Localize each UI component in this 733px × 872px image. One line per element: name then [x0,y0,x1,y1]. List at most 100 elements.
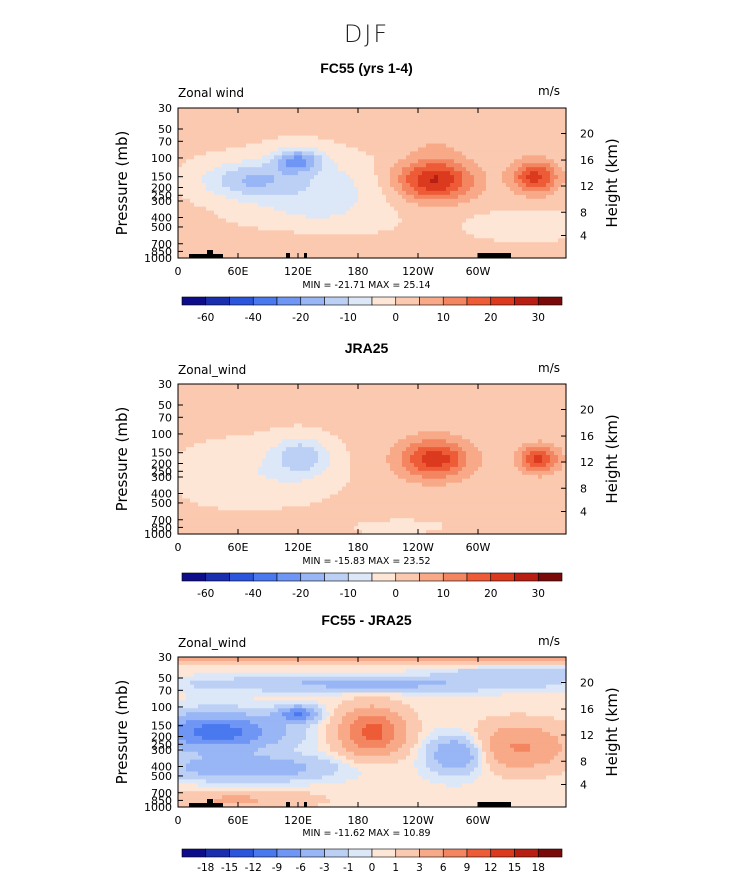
field-cell [258,115,263,121]
field-cell [358,214,363,220]
field-cell [394,194,399,200]
field-cell [302,159,307,164]
field-cell [190,163,195,168]
field-cell [370,210,375,216]
field-cell [262,163,267,168]
field-cell [242,218,247,224]
field-cell [498,222,503,228]
field-cell [286,198,291,204]
field-cell [470,155,475,160]
field-cell [486,198,491,204]
field-cell [206,143,211,149]
field-cell [470,108,475,113]
field-cell [358,108,363,113]
field-cell [290,194,295,200]
field-cell [182,115,187,121]
field-cell [354,206,359,212]
field-cell [210,159,215,164]
field-cell [546,127,551,133]
field-cell [254,175,259,180]
field-cell [554,147,559,153]
field-cell [382,175,387,180]
field-cell [554,108,559,113]
field-cell [470,163,475,168]
field-cell [382,163,387,168]
field-cell [398,151,403,156]
field-cell [562,218,567,224]
field-cell [430,151,435,156]
field-cell [186,143,191,149]
field-cell [334,147,339,153]
field-cell [506,198,511,204]
field-cell [350,131,355,137]
field-cell [306,171,311,176]
field-cell [398,183,403,188]
field-cell [394,179,399,184]
field-cell [318,230,323,235]
field-cell [214,214,219,220]
field-cell [466,190,471,196]
field-cell [382,155,387,160]
field-cell [458,115,463,121]
field-cell [318,179,323,184]
field-cell [294,206,299,212]
field-cell [414,111,419,117]
field-cell [218,123,223,129]
field-cell [350,206,355,212]
field-cell [438,151,443,156]
field-cell [330,108,335,113]
field-cell [530,147,535,153]
field-cell [474,198,479,204]
field-cell [270,119,275,125]
field-cell [310,108,315,113]
field-cell [546,186,551,192]
field-cell [370,155,375,160]
field-cell [194,167,199,172]
field-cell [258,108,263,113]
field-cell [502,186,507,192]
field-cell [454,115,459,121]
field-cell [294,226,299,231]
field-cell [222,143,227,149]
field-cell [246,222,251,228]
field-cell [382,226,387,231]
field-cell [478,202,483,208]
field-cell [198,175,203,180]
field-cell [394,190,399,196]
field-cell [330,163,335,168]
field-cell [286,119,291,125]
field-cell [450,123,455,129]
field-cell [554,186,559,192]
field-cell [318,151,323,156]
field-cell [498,186,503,192]
field-cell [242,183,247,188]
field-cell [550,108,555,113]
field-cell [366,139,371,145]
field-cell [290,206,295,212]
field-cell [354,119,359,125]
field-cell [386,163,391,168]
field-cell [306,119,311,125]
field-cell [262,218,267,224]
field-cell [318,214,323,220]
field-cell [266,155,271,160]
field-cell [274,123,279,129]
field-cell [486,115,491,121]
field-cell [478,131,483,137]
field-cell [198,115,203,121]
field-cell [206,131,211,137]
field-cell [530,167,535,172]
field-cell [442,111,447,117]
field-cell [354,210,359,216]
field-cell [422,202,427,208]
field-cell [270,167,275,172]
field-cell [426,198,431,204]
field-cell [438,135,443,141]
field-cell [526,139,531,145]
field-cell [522,143,527,149]
field-cell [346,226,351,231]
field-cell [330,119,335,125]
field-cell [302,186,307,192]
field-cell [478,186,483,192]
field-cell [322,131,327,137]
